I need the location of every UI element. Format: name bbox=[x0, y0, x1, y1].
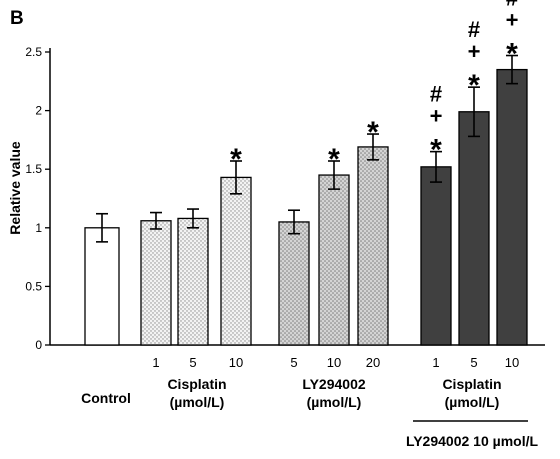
group-label: Cisplatin bbox=[167, 376, 226, 392]
bar bbox=[458, 111, 490, 346]
x-tick-label: 1 bbox=[432, 355, 439, 370]
y-tick-label: 1.5 bbox=[25, 162, 42, 176]
bracket-label: LY294002 10 µmol/L bbox=[406, 433, 539, 449]
significance-mark: + bbox=[430, 104, 443, 129]
x-tick-label: 10 bbox=[505, 355, 519, 370]
significance-mark: * bbox=[328, 143, 340, 176]
category-labels: 1 5 10 5 10 20 1 5 10ControlCisplatin(µmol/L)LY2… bbox=[81, 355, 519, 410]
bar bbox=[140, 220, 172, 346]
bar bbox=[496, 68, 528, 346]
group-unit-label: (µmol/L) bbox=[307, 394, 362, 410]
error-bar bbox=[468, 86, 480, 138]
bracket: LY294002 10 µmol/L bbox=[406, 420, 539, 449]
error-bar bbox=[187, 208, 199, 229]
group-unit-label: (µmol/L) bbox=[170, 394, 225, 410]
bar bbox=[420, 166, 452, 346]
group-label: LY294002 bbox=[302, 376, 366, 392]
error-bar bbox=[230, 160, 242, 195]
x-tick-label: 10 bbox=[229, 355, 243, 370]
bar bbox=[278, 221, 310, 346]
bar bbox=[357, 146, 389, 346]
x-tick-label: 5 bbox=[290, 355, 297, 370]
significance-mark: # bbox=[468, 17, 480, 42]
x-tick-label: 20 bbox=[366, 355, 380, 370]
error-bar bbox=[328, 160, 340, 190]
significance-mark: # bbox=[430, 82, 442, 107]
bar bbox=[318, 174, 350, 346]
y-axis-label: Relative value bbox=[7, 141, 23, 235]
error-bar bbox=[367, 133, 379, 161]
error-bar bbox=[506, 54, 518, 85]
error-bar bbox=[96, 212, 108, 243]
bar bbox=[84, 227, 120, 346]
x-tick-label: 1 bbox=[152, 355, 159, 370]
bar bbox=[177, 217, 209, 346]
significance-mark: * bbox=[230, 143, 242, 176]
error-bar bbox=[430, 150, 442, 183]
group-label: Control bbox=[81, 390, 131, 406]
group-unit-label: (µmol/L) bbox=[445, 394, 500, 410]
panel-label: B bbox=[10, 8, 24, 29]
significance-mark: * bbox=[367, 116, 379, 149]
error-bar bbox=[150, 211, 162, 230]
significance-mark: * bbox=[506, 38, 518, 71]
significance-mark: + bbox=[506, 8, 519, 33]
x-tick-label: 5 bbox=[470, 355, 477, 370]
y-tick-label: 0 bbox=[35, 338, 42, 352]
error-bar bbox=[288, 209, 300, 235]
y-tick-label: 2.5 bbox=[25, 45, 42, 59]
significance-mark: # bbox=[506, 0, 518, 11]
group-label: Cisplatin bbox=[442, 376, 501, 392]
bars: ****+#*+#*+# bbox=[84, 0, 528, 346]
x-tick-label: 10 bbox=[327, 355, 341, 370]
significance-mark: + bbox=[468, 39, 481, 64]
x-tick-label: 5 bbox=[189, 355, 196, 370]
significance-mark: * bbox=[468, 69, 480, 102]
y-tick-label: 0.5 bbox=[25, 279, 42, 293]
y-tick-label: 1 bbox=[35, 221, 42, 235]
y-tick-label: 2 bbox=[35, 104, 42, 118]
bar bbox=[220, 176, 252, 346]
axes: 0 0.5 1 1.5 2 2.5 bbox=[25, 45, 545, 352]
significance-mark: * bbox=[430, 134, 442, 167]
